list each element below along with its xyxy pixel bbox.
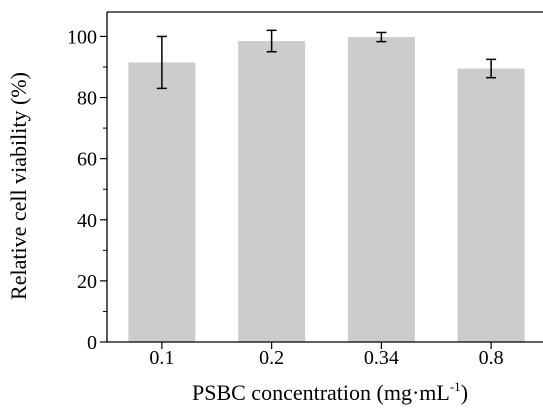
plot-area: 0.1 0.2 0.34 0.8 0 20 40 60 80 100 xyxy=(67,11,543,369)
x-tick-label: 0.8 xyxy=(479,347,504,369)
x-tick-label: 0.2 xyxy=(259,347,284,369)
bar-0.34 xyxy=(347,37,415,343)
y-tick-label: 0 xyxy=(87,332,97,354)
bar-0.1 xyxy=(128,62,196,343)
x-tick-label: 0.1 xyxy=(149,347,174,369)
x-axis-title-superscript: -1 xyxy=(450,379,461,394)
x-axis-title-suffix: ) xyxy=(461,380,468,405)
y-tick-label: 40 xyxy=(77,210,97,232)
x-tick-label: 0.34 xyxy=(364,347,399,369)
bar-0.2 xyxy=(238,41,306,343)
bar-0.8 xyxy=(457,68,525,343)
x-axis-title-main: PSBC concentration (mg·mL xyxy=(192,380,450,405)
y-tick-label: 80 xyxy=(77,88,97,110)
y-axis-title: Relative cell viability (%) xyxy=(6,72,31,300)
y-tick-label: 20 xyxy=(77,271,97,293)
y-tick-label: 60 xyxy=(77,149,97,171)
x-axis-title: PSBC concentration (mg·mL-1) xyxy=(192,379,468,405)
y-tick-label: 100 xyxy=(67,26,97,48)
